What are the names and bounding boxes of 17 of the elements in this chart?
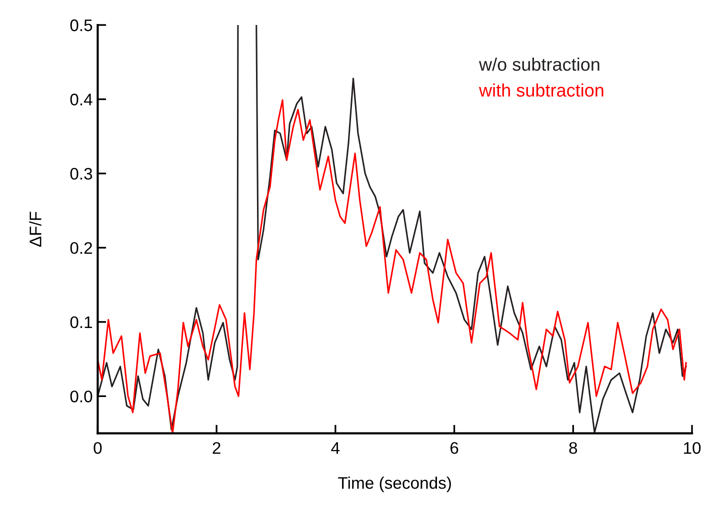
x-tick-label: 2 — [212, 442, 220, 454]
y-tick-label: 0.1 — [70, 316, 92, 328]
y-tick-label: 0.2 — [70, 242, 92, 254]
x-tick-label: 4 — [331, 442, 340, 454]
x-tick-label: 6 — [450, 442, 458, 454]
x-tick-label: 10 — [684, 442, 701, 454]
line-series — [98, 99, 687, 434]
text: w/o subtraction — [478, 58, 600, 71]
text: with subtraction — [478, 83, 604, 97]
y-tick-label: 0.0 — [70, 390, 92, 402]
y-tick-label: 0.5 — [70, 19, 92, 32]
y-axis-title: ΔF/F — [29, 212, 42, 247]
x-tick-label: 8 — [569, 442, 578, 454]
y-tick-label: 0.3 — [70, 168, 92, 180]
y-tick-label: 0.4 — [70, 94, 92, 106]
x-axis-title: Time (seconds) — [338, 476, 451, 492]
x-tick-label: 0 — [94, 442, 102, 454]
